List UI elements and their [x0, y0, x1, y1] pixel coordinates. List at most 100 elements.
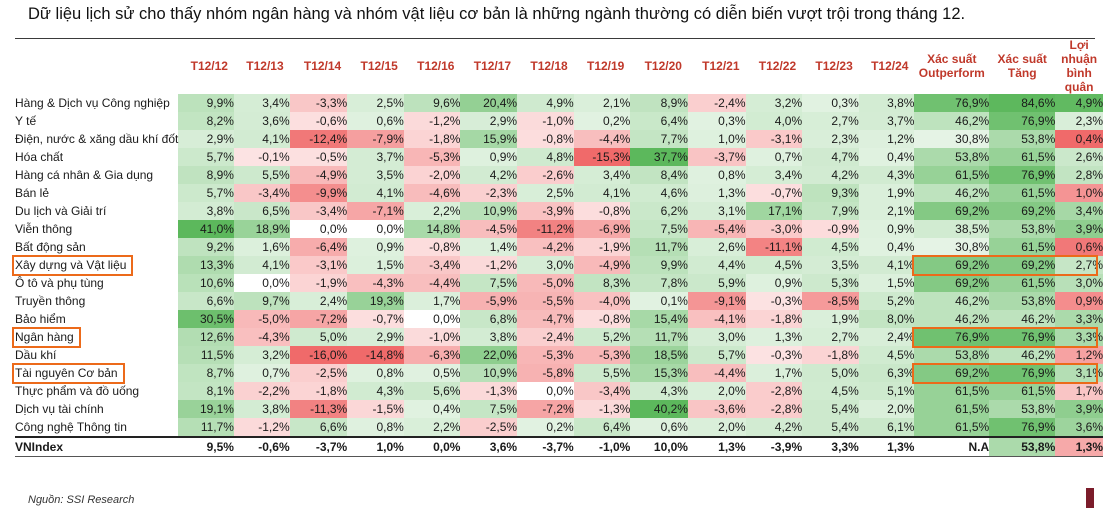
return-cell: 6,2%	[630, 202, 688, 220]
probability-cell: 61,5%	[914, 166, 990, 184]
return-cell: 2,1%	[858, 202, 915, 220]
sector-row: Du lịch và Giải trí 3,8% 6,5% -3,4% -7,1% 2,2…	[15, 202, 1103, 220]
sector-name: Dịch vụ tài chính	[15, 401, 104, 416]
return-cell: -2,2%	[233, 382, 290, 400]
return-cell: 0,9%	[460, 148, 518, 166]
sector-row: Truyền thông 6,6% 9,7% 2,4% 19,3% 1,7% -5,9% -5…	[15, 292, 1103, 310]
return-cell: -4,0%	[573, 292, 631, 310]
return-cell: -1,8%	[289, 382, 348, 400]
probability-cell: 46,2%	[914, 112, 990, 130]
top-rule	[15, 38, 1095, 39]
return-cell: 0,8%	[347, 364, 404, 382]
probability-cell: N.A	[914, 436, 990, 457]
probability-cell: 61,5%	[989, 274, 1056, 292]
return-cell: 18,5%	[630, 346, 688, 364]
return-cell: -4,2%	[517, 238, 574, 256]
return-cell: 5,5%	[573, 364, 631, 382]
probability-cell: 53,8%	[989, 436, 1056, 457]
sector-row: Hàng cá nhân & Gia dụng 8,9% 5,5% -4,9% 3,5%…	[15, 166, 1103, 184]
probability-cell: 53,8%	[989, 292, 1056, 310]
return-cell: 12,6%	[178, 328, 234, 346]
return-cell: 0,0%	[233, 274, 290, 292]
sector-row: Ô tô và phụ tùng 10,6% 0,0% -1,9% -4,3% -4,4%…	[15, 274, 1103, 292]
return-cell: -1,0%	[403, 328, 461, 346]
source-note: Nguồn: SSI Research	[28, 494, 135, 506]
return-cell: -3,7%	[687, 148, 746, 166]
return-cell: 4,3%	[858, 166, 915, 184]
probability-cell: 38,5%	[914, 220, 990, 238]
return-cell: -3,7%	[289, 436, 348, 457]
probability-cell: 1,3%	[1055, 436, 1103, 457]
return-cell: 2,7%	[802, 328, 859, 346]
return-cell: -3,3%	[289, 94, 348, 112]
return-cell: 4,0%	[745, 112, 803, 130]
return-cell: 7,5%	[460, 400, 518, 418]
return-cell: 5,5%	[233, 166, 290, 184]
return-cell: 4,2%	[802, 166, 859, 184]
return-cell: 0,7%	[745, 148, 803, 166]
column-header: T12/13	[246, 59, 284, 73]
sector-row: Hóa chất 5,7% -0,1% -0,5% 3,7% -5,3% 0,9% 4,8% -…	[15, 148, 1103, 166]
return-cell: 4,1%	[233, 256, 290, 274]
sector-name: Ngân hàng	[15, 329, 74, 344]
return-cell: 40,2%	[630, 400, 688, 418]
return-cell: -6,3%	[403, 346, 461, 364]
probability-cell: 1,7%	[1055, 382, 1103, 400]
sector-column-header	[15, 38, 178, 94]
return-cell: -1,3%	[573, 400, 631, 418]
return-cell: 8,7%	[178, 364, 234, 382]
return-cell: 8,9%	[178, 166, 234, 184]
return-cell: 3,7%	[858, 112, 915, 130]
return-cell: 1,4%	[460, 238, 518, 256]
probability-cell: 69,2%	[914, 202, 990, 220]
return-cell: 19,3%	[347, 292, 404, 310]
probability-cell: 4,9%	[1055, 94, 1103, 112]
probability-cell: 3,0%	[1055, 274, 1103, 292]
return-cell: 2,9%	[347, 328, 404, 346]
probability-cell: 53,8%	[914, 346, 990, 364]
return-cell: 8,4%	[630, 166, 688, 184]
sector-name: Hóa chất	[15, 149, 64, 164]
return-cell: -0,6%	[233, 436, 290, 457]
probability-cell: 2,8%	[1055, 166, 1103, 184]
return-cell: 4,6%	[630, 184, 688, 202]
return-cell: -6,4%	[289, 238, 348, 256]
probability-cell: 76,9%	[989, 418, 1056, 437]
return-cell: 0,0%	[289, 220, 348, 238]
probability-cell: 61,5%	[914, 400, 990, 418]
return-cell: 3,8%	[178, 202, 234, 220]
probability-cell: 69,2%	[914, 256, 990, 274]
return-cell: 3,2%	[233, 346, 290, 364]
return-cell: -5,3%	[403, 148, 461, 166]
sector-name: Công nghệ Thông tin	[15, 419, 127, 434]
sector-name: Viễn thông	[15, 221, 73, 236]
return-cell: 37,7%	[630, 148, 688, 166]
return-cell: 2,0%	[687, 418, 746, 437]
return-cell: 2,7%	[802, 112, 859, 130]
sector-row: Y tế 8,2% 3,6% -0,6% 0,6% -1,2% 2,9% -1,0% 0,2% 6…	[15, 112, 1103, 130]
return-cell: 3,5%	[802, 256, 859, 274]
return-cell: 15,4%	[630, 310, 688, 328]
return-cell: 3,8%	[858, 94, 915, 112]
return-cell: 6,3%	[858, 364, 915, 382]
return-cell: -3,1%	[289, 256, 348, 274]
return-cell: 0,7%	[233, 364, 290, 382]
return-cell: 5,7%	[178, 148, 234, 166]
return-cell: 3,4%	[573, 166, 631, 184]
sector-name: VNIndex	[15, 436, 179, 457]
return-cell: -3,9%	[745, 436, 803, 457]
return-cell: -7,1%	[347, 202, 404, 220]
return-cell: 7,8%	[630, 274, 688, 292]
return-cell: 1,6%	[233, 238, 290, 256]
sector-row: Công nghệ Thông tin 11,7% -1,2% 6,6% 0,8% 2,2…	[15, 418, 1103, 437]
chart-title: Dữ liệu lịch sử cho thấy nhóm ngân hàng …	[28, 5, 966, 23]
probability-cell: 3,3%	[1055, 328, 1103, 346]
return-cell: 3,2%	[745, 94, 803, 112]
sector-name: Bất động sản	[15, 239, 86, 254]
return-cell: 8,1%	[178, 382, 234, 400]
probability-cell: 3,6%	[1055, 418, 1103, 437]
return-cell: -4,1%	[687, 310, 746, 328]
return-cell: -1,9%	[289, 274, 348, 292]
probability-cell: 76,9%	[989, 364, 1056, 382]
return-cell: -4,3%	[233, 328, 290, 346]
